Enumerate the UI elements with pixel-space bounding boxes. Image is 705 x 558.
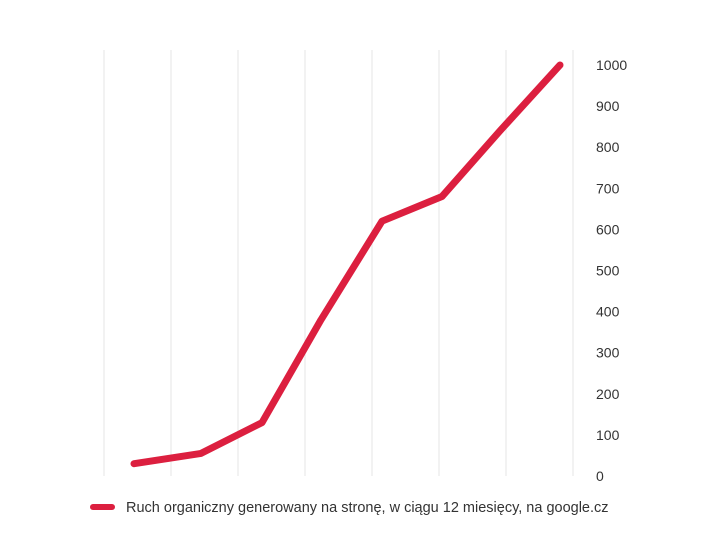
y-tick-label-0: 0 [596,468,604,484]
y-axis-tick-labels: 0 100 200 300 400 500 600 700 800 900 1000 [596,57,627,484]
y-tick-label-400: 400 [596,304,620,320]
y-tick-label-1000: 1000 [596,57,627,73]
vertical-gridlines [103,50,574,476]
y-tick-label-800: 800 [596,139,620,155]
legend-label: Ruch organiczny generowany na stronę, w … [126,500,609,516]
y-tick-label-900: 900 [596,98,620,114]
y-tick-label-300: 300 [596,345,620,361]
y-tick-label-100: 100 [596,427,620,443]
y-tick-label-600: 600 [596,221,620,237]
legend: Ruch organiczny generowany na stronę, w … [90,500,609,516]
y-tick-label-700: 700 [596,180,620,196]
series-line-1 [130,61,564,468]
y-tick-label-200: 200 [596,386,620,402]
series-lines [130,61,564,468]
y-tick-label-500: 500 [596,263,620,279]
